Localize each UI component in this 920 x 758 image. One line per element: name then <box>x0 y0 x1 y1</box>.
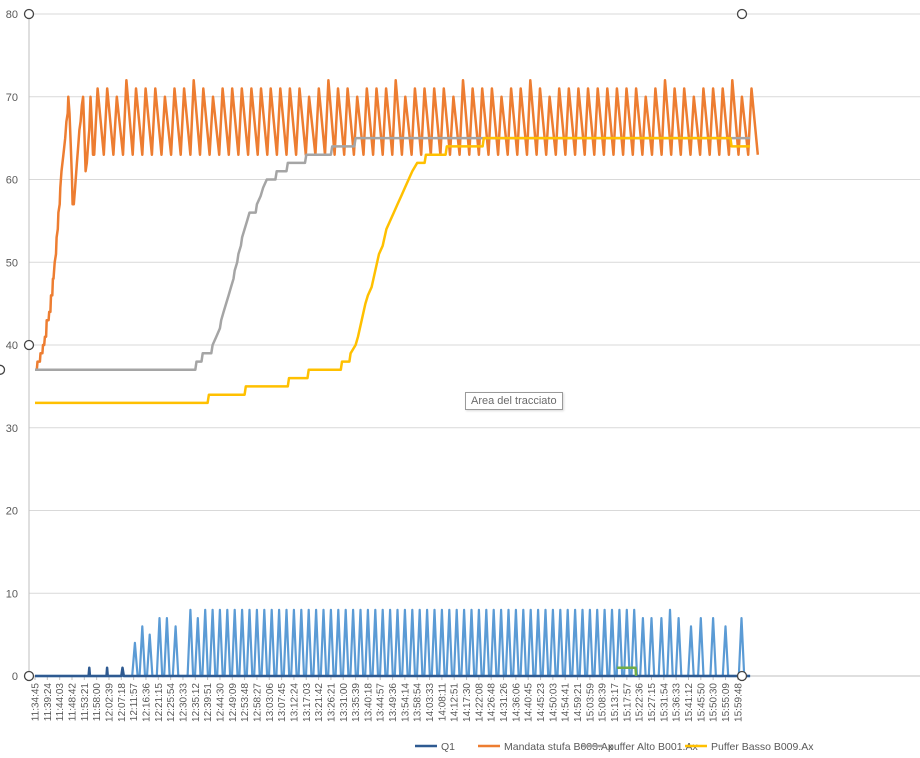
x-tick-label: 14:31:26 <box>499 683 510 722</box>
resize-handle[interactable] <box>23 339 35 351</box>
x-tick-label: 15:31:54 <box>659 683 670 722</box>
x-tick-label: 12:49:09 <box>228 683 239 722</box>
x-tick-label: 12:44:30 <box>215 683 226 722</box>
y-tick-label: 70 <box>6 92 18 104</box>
x-tick-label: 15:36:33 <box>672 683 683 722</box>
legend-label: Q1 <box>441 741 455 753</box>
x-tick-label: 13:49:36 <box>388 683 399 722</box>
x-tick-label: 14:22:08 <box>474 683 485 722</box>
resize-handle[interactable] <box>736 670 748 682</box>
y-tick-label: 60 <box>6 175 18 187</box>
x-tick-label: 15:45:50 <box>696 683 707 722</box>
x-tick-label: 13:31:00 <box>339 683 350 722</box>
series-line-3 <box>35 136 751 405</box>
x-tick-label: 15:13:17 <box>610 683 621 722</box>
x-tick-label: 12:02:39 <box>104 683 115 722</box>
selection-handles[interactable] <box>0 8 748 682</box>
resize-handle[interactable] <box>23 670 35 682</box>
x-tick-label: 12:58:27 <box>252 683 263 722</box>
y-tick-label: 10 <box>6 588 18 600</box>
x-tick-label: 12:30:33 <box>178 683 189 722</box>
x-tick-label: 12:39:51 <box>203 683 214 722</box>
series-line-0 <box>35 666 751 678</box>
x-tick-label: 14:17:30 <box>462 683 473 722</box>
x-tick-label: 13:03:06 <box>265 683 276 722</box>
series-line-1 <box>35 78 760 372</box>
x-tick-label: 12:07:18 <box>117 683 128 722</box>
plot-area-tooltip: Area del tracciato <box>465 392 563 410</box>
x-tick-label: 15:22:36 <box>635 683 646 722</box>
y-tick-label: 40 <box>6 340 18 352</box>
x-tick-label: 11:53:21 <box>80 683 91 722</box>
resize-handle[interactable] <box>736 8 748 20</box>
x-tick-label: 15:41:12 <box>684 683 695 722</box>
x-tick-label: 13:40:18 <box>363 683 374 722</box>
x-tick-label: 15:17:57 <box>622 683 633 722</box>
legend-label: Puffer Basso B009.Ax <box>711 741 814 753</box>
x-tick-label: 14:08:11 <box>437 683 448 722</box>
x-tick-label: 13:54:14 <box>400 683 411 722</box>
x-tick-label: 13:07:45 <box>277 683 288 722</box>
resize-handle[interactable] <box>0 364 6 375</box>
x-tick-label: 15:03:59 <box>585 683 596 722</box>
x-tick-label: 12:16:36 <box>141 683 152 722</box>
series-line-2 <box>35 136 751 372</box>
legend-label: Mandata stufa B003.Ax <box>504 741 614 753</box>
x-tick-label: 13:26:21 <box>326 683 337 722</box>
legend-label: puffer Alto B001.Ax <box>608 741 698 753</box>
x-tick-label: 12:21:15 <box>154 683 165 722</box>
x-tick-label: 12:35:12 <box>191 683 202 722</box>
x-tick-label: 14:12:51 <box>450 683 461 722</box>
x-tick-label: 13:12:24 <box>289 683 300 722</box>
x-tick-label: 14:54:41 <box>561 683 572 722</box>
x-tick-label: 15:50:30 <box>709 683 720 722</box>
x-tick-label: 13:17:03 <box>302 683 313 722</box>
x-tick-label: 14:59:21 <box>573 683 584 722</box>
x-tick-label: 15:55:09 <box>721 683 732 722</box>
series-line-4 <box>617 666 638 677</box>
x-tick-label: 11:48:42 <box>67 683 78 722</box>
x-tick-label: 13:35:39 <box>351 683 362 722</box>
x-tick-label: 11:39:24 <box>43 683 54 722</box>
series-pulse-line <box>35 608 751 678</box>
x-tick-label: 13:21:42 <box>314 683 325 722</box>
y-tick-label: 50 <box>6 257 18 269</box>
y-axis-ticks: 0 10 20 30 40 50 60 70 80 <box>6 9 18 683</box>
x-tick-label: 14:03:33 <box>425 683 436 722</box>
x-axis-ticks: 11:34:45 11:39:24 11:44:03 11:48:42 11:53:21… <box>31 676 744 722</box>
x-tick-label: 15:27:15 <box>647 683 658 722</box>
x-tick-label: 11:58:00 <box>92 683 103 722</box>
x-tick-label: 14:40:45 <box>524 683 535 722</box>
x-tick-label: 14:50:03 <box>548 683 559 722</box>
x-tick-label: 11:34:45 <box>31 683 42 722</box>
y-tick-label: 30 <box>6 423 18 435</box>
series-lines <box>35 78 760 678</box>
x-tick-label: 14:45:23 <box>536 683 547 722</box>
x-tick-label: 13:58:54 <box>413 683 424 722</box>
y-tick-label: 20 <box>6 506 18 518</box>
y-tick-label: 0 <box>12 671 18 683</box>
y-tick-label: 80 <box>6 9 18 21</box>
resize-handle[interactable] <box>23 8 35 20</box>
x-tick-label: 12:25:54 <box>166 683 177 722</box>
x-tick-label: 11:44:03 <box>55 683 66 722</box>
x-tick-label: 14:26:48 <box>487 683 498 722</box>
x-tick-label: 12:11:57 <box>129 683 140 722</box>
x-tick-label: 12:53:48 <box>240 683 251 722</box>
x-tick-label: 15:08:39 <box>598 683 609 722</box>
x-tick-label: 13:44:57 <box>376 683 387 722</box>
x-tick-label: 14:36:06 <box>511 683 522 722</box>
x-tick-label: 15:59:48 <box>733 683 744 722</box>
